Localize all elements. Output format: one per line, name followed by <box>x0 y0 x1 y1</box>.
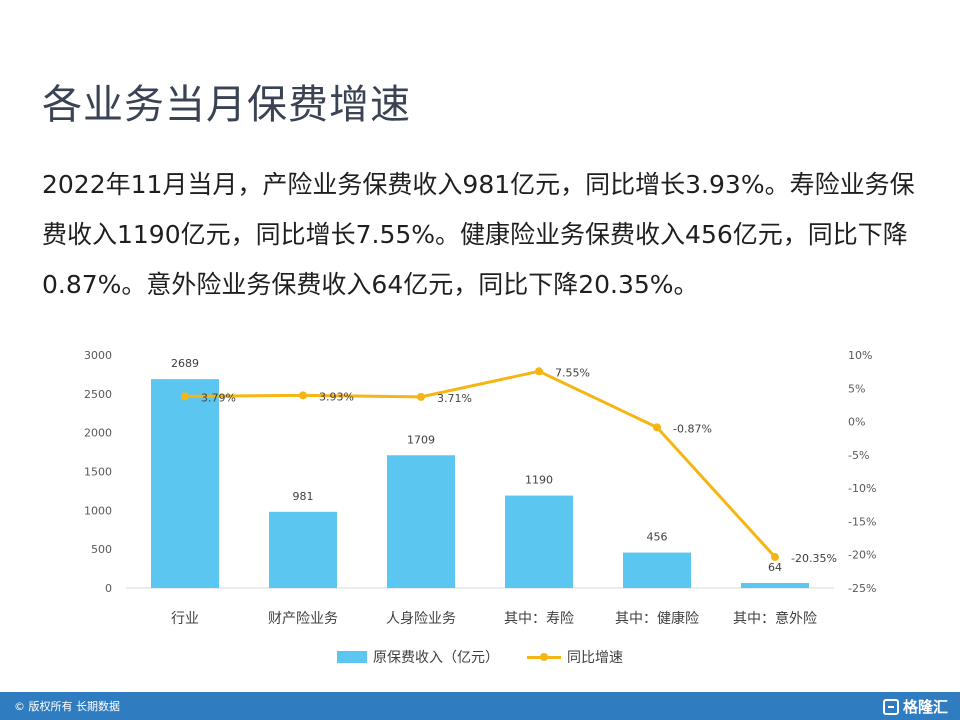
y-right-tick-label: 5% <box>848 382 865 395</box>
bar-data-label: 981 <box>293 490 314 503</box>
bar-data-label: 64 <box>768 561 782 574</box>
growth-data-label: -20.35% <box>791 552 837 565</box>
growth-data-label: 3.71% <box>437 392 472 405</box>
bar-data-label: 456 <box>647 531 668 544</box>
growth-point <box>653 423 661 432</box>
y-right-tick-label: -10% <box>848 482 876 495</box>
growth-data-label: 3.79% <box>201 391 236 404</box>
bar <box>151 379 219 588</box>
gelonghui-logo-icon <box>882 698 899 715</box>
x-tick-label: 行业 <box>171 611 199 627</box>
bar-data-label: 2689 <box>171 357 199 370</box>
y-right-tick-label: 10% <box>848 349 872 362</box>
footer-bar: © 版权所有 长期数据 格隆汇 <box>0 692 960 720</box>
growth-line <box>184 369 777 559</box>
growth-data-label: 7.55% <box>555 366 590 379</box>
growth-point <box>771 553 779 562</box>
legend-label-bars: 原保费收入（亿元） <box>373 650 499 666</box>
bar-data-label: 1709 <box>407 433 435 446</box>
bar-data-label: 1190 <box>525 474 553 487</box>
legend-label-line: 同比增速 <box>567 650 623 666</box>
growth-point <box>417 392 425 401</box>
legend-bar-swatch <box>337 651 367 663</box>
page-title: 各业务当月保费增速 <box>42 82 411 128</box>
footer-logo: 格隆汇 <box>882 696 948 717</box>
y-right-tick-label: -15% <box>848 515 876 528</box>
growth-point <box>181 392 189 401</box>
y-left-tick-label: 0 <box>105 582 112 595</box>
x-tick-label: 其中：意外险 <box>733 610 817 627</box>
bar <box>505 495 573 588</box>
growth-data-label: 3.93% <box>319 390 354 403</box>
x-tick-label: 其中：寿险 <box>504 610 574 627</box>
legend-item-line: 同比增速 <box>527 647 623 667</box>
y-left-tick-label: 2500 <box>84 388 112 401</box>
y-right-tick-label: -25% <box>848 582 876 595</box>
bar <box>741 583 809 588</box>
bar <box>269 511 337 588</box>
y-left-tick-label: 2000 <box>84 427 112 440</box>
growth-point <box>299 391 307 400</box>
bar <box>623 552 691 588</box>
y-right-tick-label: 0% <box>848 416 865 429</box>
bar <box>387 455 455 588</box>
y-right-tick-label: -20% <box>848 549 876 562</box>
growth-data-label: -0.87% <box>673 422 712 435</box>
y-left-tick-label: 1000 <box>84 504 112 517</box>
y-left-tick-label: 3000 <box>84 349 112 362</box>
footer-logo-text: 格隆汇 <box>902 698 948 716</box>
legend-line-swatch <box>527 651 561 663</box>
chart-legend: 原保费收入（亿元） 同比增速 <box>0 647 960 667</box>
x-tick-label: 财产险业务 <box>268 611 338 627</box>
y-right-tick-label: -5% <box>848 449 869 462</box>
x-tick-label: 人身险业务 <box>386 611 456 627</box>
summary-paragraph: 2022年11月当月，产险业务保费收入981亿元，同比增长3.93%。寿险业务保… <box>42 170 915 299</box>
footer-copyright: © 版权所有 长期数据 <box>14 700 120 713</box>
y-left-tick-label: 500 <box>91 543 112 556</box>
growth-point <box>535 367 543 376</box>
x-tick-label: 其中：健康险 <box>615 610 699 627</box>
legend-item-bars: 原保费收入（亿元） <box>337 647 499 667</box>
y-left-tick-label: 1500 <box>84 466 112 479</box>
